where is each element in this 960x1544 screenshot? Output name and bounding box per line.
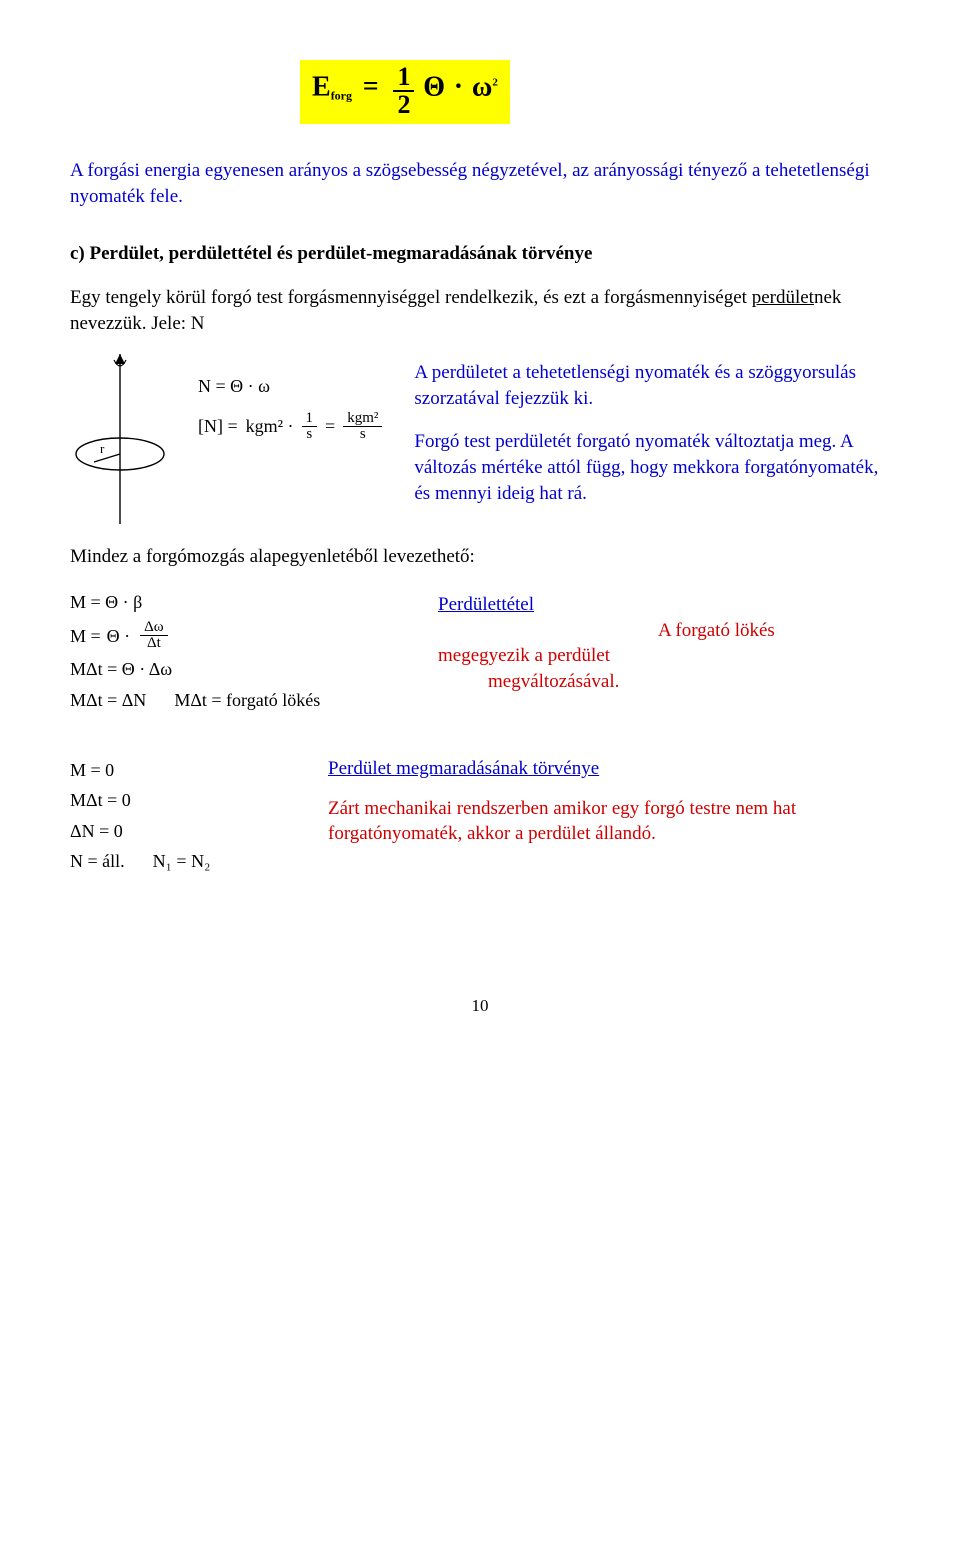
- perdulettetel-line3: megváltozásával.: [488, 669, 890, 695]
- perdulettetel-line1: A forgató lökés: [658, 618, 890, 644]
- section-c-heading: c) Perdület, perdülettétel és perdület-m…: [70, 243, 592, 264]
- angular-momentum-equations: N = Θ · ω [N] = kgm² · 1 s = kgm² s: [198, 372, 386, 443]
- intro-paragraph: A forgási energia egyenesen arányos a sz…: [70, 158, 890, 209]
- conservation-equations: M = 0 MΔt = 0 ΔN = 0 N = áll. N₁ = N₂: [70, 756, 300, 875]
- conservation-body: Zárt mechanikai rendszerben amikor egy f…: [328, 796, 890, 847]
- perdulettetel-title: Perdülettétel: [438, 592, 890, 618]
- definition-paragraph: Egy tengely körül forgó test forgásmenny…: [70, 285, 890, 336]
- blue-paragraph-1: A perdületet a tehetetlenségi nyomaték é…: [414, 360, 890, 411]
- angular-momentum-diagram: r: [70, 354, 170, 524]
- rotational-energy-formula: Eforg = 1 2 Θ · ω2: [300, 60, 510, 124]
- torque-equations: M = Θ · β M =Θ · Δω Δt MΔt = Θ · Δω MΔt …: [70, 588, 370, 714]
- page-number: 10: [70, 995, 890, 1018]
- perdulettetel-line2: megegyezik a perdület: [438, 643, 890, 669]
- blue-paragraph-2: Forgó test perdületét forgató nyomaték v…: [414, 429, 890, 506]
- svg-text:r: r: [100, 441, 105, 456]
- derivation-intro: Mindez a forgómozgás alapegyenletéből le…: [70, 544, 890, 570]
- conservation-title: Perdület megmaradásának törvénye: [328, 756, 890, 782]
